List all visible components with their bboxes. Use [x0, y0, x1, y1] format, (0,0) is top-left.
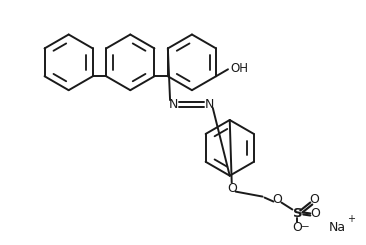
Text: Na: Na [329, 221, 346, 234]
Text: −: − [301, 222, 310, 233]
Text: O: O [273, 193, 283, 206]
Text: S: S [292, 207, 302, 220]
Text: N: N [168, 98, 178, 110]
Text: O: O [310, 207, 320, 220]
Text: +: + [347, 214, 355, 224]
Text: N: N [205, 98, 214, 110]
Text: OH: OH [230, 62, 248, 75]
Text: O: O [309, 193, 319, 206]
Text: O: O [227, 182, 237, 195]
Text: O: O [292, 221, 302, 234]
